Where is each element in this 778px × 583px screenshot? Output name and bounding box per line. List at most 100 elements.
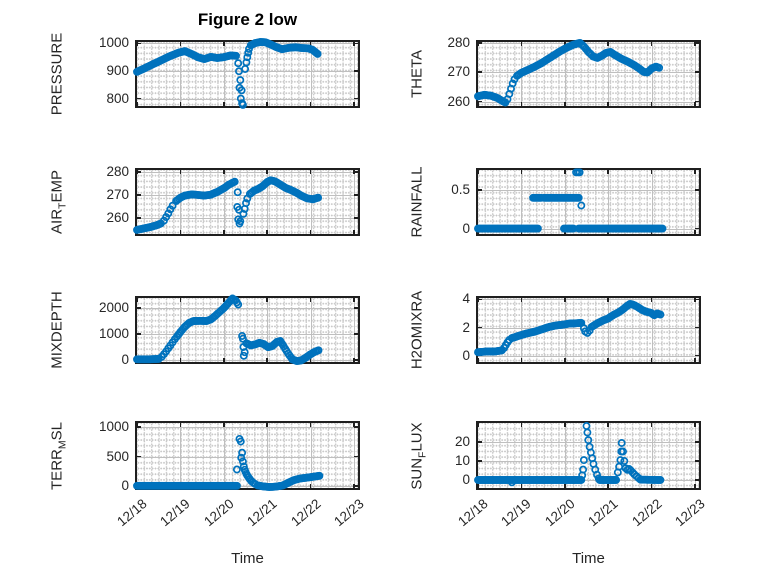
tick-mark xyxy=(478,42,482,44)
gridline-y xyxy=(137,98,358,100)
tick-mark xyxy=(520,358,523,362)
y-tick-label: 2000 xyxy=(98,300,129,316)
tick-mark xyxy=(137,333,141,335)
data-series-h2omixra xyxy=(474,299,665,357)
tick-mark xyxy=(520,423,523,427)
tick-mark xyxy=(650,484,653,488)
tick-mark xyxy=(694,102,696,106)
tick-mark xyxy=(136,298,138,302)
tick-mark xyxy=(564,298,566,302)
x-tick-label: 12/21 xyxy=(585,496,621,530)
gridline-y xyxy=(478,101,699,103)
x-tick-label: 12/19 xyxy=(157,496,194,530)
tick-mark xyxy=(477,102,479,106)
tick-mark xyxy=(564,358,566,362)
x-tick-label: 12/23 xyxy=(331,496,367,530)
data-series-mixdepth xyxy=(133,294,323,366)
gridline-x xyxy=(521,170,523,234)
gridline-x xyxy=(564,42,566,106)
x-axis-label-right: Time xyxy=(572,550,605,567)
tick-mark xyxy=(309,298,312,302)
tick-mark xyxy=(266,298,269,302)
tick-mark xyxy=(520,484,523,488)
tick-mark xyxy=(520,42,523,46)
tick-mark xyxy=(136,423,138,427)
tick-mark xyxy=(309,102,312,106)
data-series-rainfall xyxy=(474,168,667,233)
gridline-y xyxy=(137,218,358,219)
y-tick-label: 260 xyxy=(447,93,470,109)
x-tick-label: 12/22 xyxy=(628,496,665,530)
tick-mark xyxy=(695,354,699,357)
x-tick-label: 12/19 xyxy=(498,496,535,530)
x-tick-label: 12/23 xyxy=(672,496,708,530)
y-axis-label: RAINFALL xyxy=(408,166,426,238)
x-tick-label: 12/20 xyxy=(541,496,578,530)
gridline-x xyxy=(267,42,269,106)
gridline-x xyxy=(180,423,182,488)
tick-mark xyxy=(179,170,182,174)
gridline-x xyxy=(354,298,356,362)
tick-mark xyxy=(354,42,358,45)
gridline-y xyxy=(478,355,699,357)
y-tick-label: 0.5 xyxy=(451,182,470,198)
gridline-x xyxy=(310,42,312,106)
y-tick-label: 1000 xyxy=(98,419,129,435)
gridline-y xyxy=(137,427,358,429)
subplot-air-temp: 260 270 280 AIRTEMP xyxy=(49,164,360,236)
plot-area xyxy=(135,421,360,490)
gridline-x xyxy=(354,170,356,234)
gridline-x xyxy=(695,298,697,362)
gridline-y xyxy=(137,334,358,336)
gridline-x xyxy=(180,42,182,106)
tick-mark xyxy=(137,307,141,309)
tick-mark xyxy=(607,423,610,427)
tick-mark xyxy=(353,298,355,302)
tick-mark xyxy=(137,426,141,428)
tick-mark xyxy=(650,170,653,174)
tick-mark xyxy=(694,42,696,46)
tick-mark xyxy=(564,484,566,488)
subplot-theta: 260 270 280 THETA xyxy=(409,35,701,109)
gridline-x xyxy=(564,298,566,362)
tick-mark xyxy=(477,423,479,427)
y-tick-label: 900 xyxy=(106,62,129,78)
y-axis-label: AIRTEMP xyxy=(48,170,69,234)
tick-mark xyxy=(309,170,312,174)
tick-mark xyxy=(136,102,138,106)
y-axis-label: THETA xyxy=(408,49,426,99)
gridline-y xyxy=(478,461,699,462)
data-series-sun_flux xyxy=(474,422,665,487)
tick-mark xyxy=(266,230,269,234)
gridline-x xyxy=(564,423,566,488)
gridline-x xyxy=(354,42,356,106)
tick-mark xyxy=(695,227,699,230)
tick-mark xyxy=(354,359,358,361)
tick-mark xyxy=(353,423,355,427)
tick-mark xyxy=(695,189,699,191)
tick-mark xyxy=(223,358,225,362)
y-tick-label: 0 xyxy=(462,472,470,488)
tick-mark xyxy=(137,97,141,100)
tick-mark xyxy=(607,42,610,46)
y-axis-label: H2OMIXRA xyxy=(408,290,426,370)
tick-mark xyxy=(179,102,182,106)
tick-mark xyxy=(607,358,610,362)
tick-mark xyxy=(266,358,269,362)
gridline-x xyxy=(223,42,225,106)
tick-mark xyxy=(650,423,653,427)
y-axis-label: PRESSURE xyxy=(48,32,66,116)
tick-mark xyxy=(266,102,269,106)
gridline-x xyxy=(354,423,356,488)
gridline-x xyxy=(564,170,566,234)
tick-mark xyxy=(607,170,610,174)
gridline-x xyxy=(223,170,225,234)
y-tick-label: 10 xyxy=(454,453,470,468)
gridline-x xyxy=(223,298,225,362)
tick-mark xyxy=(520,298,523,302)
tick-mark xyxy=(650,42,653,46)
y-tick-label: 1000 xyxy=(98,326,129,342)
tick-mark xyxy=(564,42,566,46)
tick-mark xyxy=(694,423,696,427)
